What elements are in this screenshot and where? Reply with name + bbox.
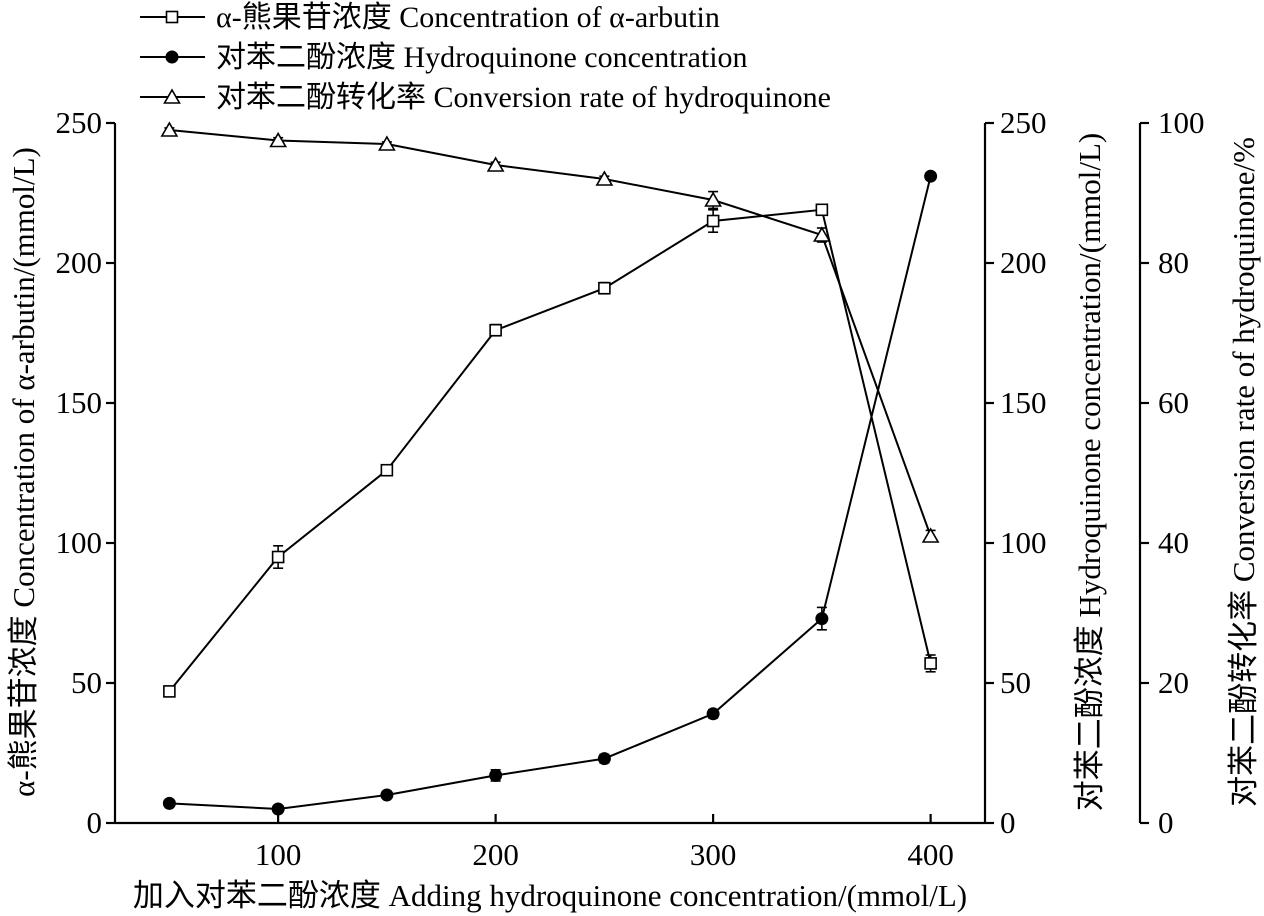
y-right-conversion-tick-label: 60 [1158,385,1189,420]
data-point [595,170,614,186]
legend-label: 对苯二酚浓度 Hydroquinone concentration [216,41,748,74]
data-point [380,788,394,802]
series-line [169,175,932,811]
data-point [815,612,829,626]
legend-entry-2: 对苯二酚转化率 Conversion rate of hydroquinone [140,81,831,114]
y-right-hydroquinone-tick-label: 100 [1000,525,1047,560]
series-0 [163,203,937,698]
data-point [704,191,723,207]
y-right-hydroquinone-tick-label: 200 [1000,245,1047,280]
y-left-tick-label: 150 [56,385,103,420]
y-right-conversion-tick-label: 40 [1158,525,1189,560]
y-right-hydroquinone-tick-label: 150 [1000,385,1047,420]
x-tick-label: 100 [255,837,302,872]
legend-marker [165,10,179,24]
legend-label: 对苯二酚转化率 Conversion rate of hydroquinone [216,81,831,114]
axes: 100 200 300 4000501001502002500501001502002… [56,105,1205,872]
data-point [812,226,831,242]
data-point [489,768,503,782]
y-right-conversion-tick-label: 20 [1158,665,1189,700]
data-point [706,707,720,721]
data-point [271,802,285,816]
y-right-hydroquinone-tick-label: 0 [1000,805,1016,840]
x-tick-label: 300 [690,837,737,872]
y-right-conversion-tick-label: 0 [1158,805,1174,840]
x-tick-label: 200 [472,837,519,872]
legend-marker [163,88,181,104]
data-point [271,550,285,564]
data-point [269,131,288,148]
data-point [163,685,176,698]
y-right-hydroquinone-tick-label: 50 [1000,665,1031,700]
data-point [486,156,505,172]
x-axis-label: 加入对苯二酚浓度 Adding hydroquinone concentrati… [133,878,967,913]
data-point [160,121,179,137]
y-left-tick-label: 50 [71,665,102,700]
data-point [921,527,940,543]
data-point [597,752,611,766]
legend-entry-0: α-熊果苷浓度 Concentration of α-arbutin [140,1,720,34]
data-point [162,796,176,810]
legend-entry-1: 对苯二酚浓度 Hydroquinone concentration [140,41,748,74]
data-point [815,203,829,217]
series-layer [160,121,940,816]
y-left-tick-label: 250 [56,105,103,140]
data-point [924,169,938,183]
x-tick-label: 400 [907,837,954,872]
data-point [489,323,502,337]
y-right-conversion-tick-label: 100 [1158,105,1205,140]
y-right-hydroquinone-tick-label: 250 [1000,105,1047,140]
y-left-tick-label: 200 [56,245,103,280]
y-left-tick-label: 100 [56,525,103,560]
y-axis-label-left: α-熊果苷浓度 Concentration of α-arbutin/(mmol… [6,147,41,797]
data-point [598,281,611,295]
legend: α-熊果苷浓度 Concentration of α-arbutin 对苯二酚浓度… [140,1,831,114]
y-axis-label-right-conversion: 对苯二酚转化率 Conversion rate of hydroquinone/… [1226,137,1261,807]
y-right-conversion-tick-label: 80 [1158,245,1189,280]
data-point [924,657,937,670]
data-point [706,214,720,228]
series-2 [160,121,940,543]
data-point [380,463,394,477]
series-1 [162,169,938,816]
data-point [377,135,396,151]
series-line [168,208,932,693]
y-left-tick-label: 0 [87,805,103,840]
series-line [169,129,932,537]
y-axis-label-right-hydroquinone: 对苯二酚浓度 Hydroquinone concentration/(mmol/… [1072,133,1107,811]
legend-label: α-熊果苷浓度 Concentration of α-arbutin [216,1,720,34]
legend-marker [165,50,179,64]
